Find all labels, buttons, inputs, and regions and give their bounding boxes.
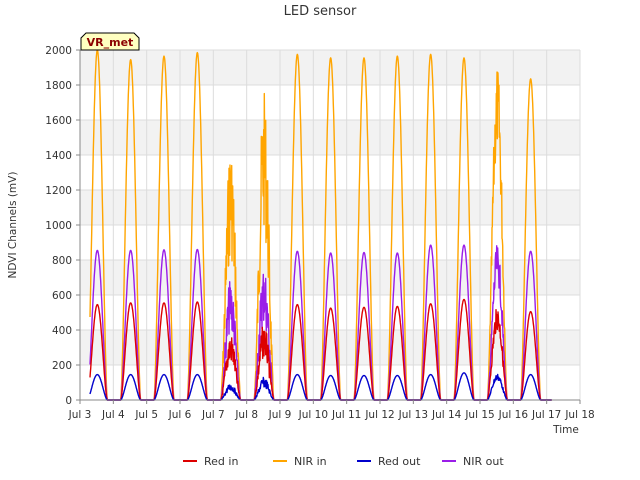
y-tick-label: 1000 xyxy=(45,220,72,232)
legend-label: NIR out xyxy=(463,455,504,468)
x-axis-ticks: Jul 3 Jul 4 Jul 5 Jul 6 Jul 7 Jul 8 Jul 9 Jul 1… xyxy=(68,400,595,421)
x-tick-label: Jul 14 xyxy=(431,409,462,421)
y-tick-label: 800 xyxy=(52,255,72,267)
plot-band xyxy=(80,120,580,155)
x-tick-label: Jul 16 xyxy=(498,409,529,421)
y-tick-label: 200 xyxy=(52,360,72,372)
x-tick-label: Jul 12 xyxy=(364,409,394,421)
site-badge-box xyxy=(80,32,140,51)
x-tick-label: Jul 4 xyxy=(101,409,125,421)
plot-band xyxy=(80,295,580,330)
plot-band xyxy=(80,365,580,400)
chart-title: LED sensor xyxy=(284,4,357,19)
legend-item-red-in: Red in xyxy=(183,455,238,468)
legend-item-nir-in: NIR in xyxy=(273,455,327,468)
y-axis-label: NDVI Channels (mV) xyxy=(7,172,19,279)
site-badge: VR_met xyxy=(80,32,140,51)
plot-band xyxy=(80,155,580,190)
x-tick-label: Jul 10 xyxy=(298,409,328,421)
legend-label: NIR in xyxy=(294,455,327,468)
legend-item-nir-out: NIR out xyxy=(442,455,504,468)
legend: Red in NIR in Red out NIR out xyxy=(183,455,504,468)
plot-band xyxy=(80,330,580,365)
y-tick-label: 0 xyxy=(65,395,72,407)
y-tick-label: 400 xyxy=(52,325,72,337)
y-tick-label: 1600 xyxy=(45,115,72,127)
x-tick-label: Jul 11 xyxy=(331,409,361,421)
legend-label: Red out xyxy=(378,455,421,468)
x-tick-label: Jul 7 xyxy=(201,409,225,421)
x-tick-label: Jul 3 xyxy=(68,409,92,421)
x-tick-label: Jul 6 xyxy=(168,409,192,421)
y-axis-ticks: 0 200 400 600 800 1000 1200 1400 1600 1800 2000 xyxy=(45,45,80,407)
x-tick-label: Jul 13 xyxy=(398,409,428,421)
plot-band xyxy=(80,85,580,120)
x-axis-label: Time xyxy=(552,424,579,436)
x-tick-label: Jul 8 xyxy=(234,409,258,421)
plot-band xyxy=(80,190,580,225)
x-tick-label: Jul 9 xyxy=(268,409,292,421)
y-tick-label: 600 xyxy=(52,290,72,302)
legend-label: Red in xyxy=(204,455,238,468)
plot-band xyxy=(80,260,580,295)
x-tick-label: Jul 15 xyxy=(464,409,494,421)
x-tick-label: Jul 18 xyxy=(564,409,594,421)
y-tick-label: 1200 xyxy=(45,185,72,197)
x-tick-label: Jul 5 xyxy=(134,409,158,421)
site-badge-label: VR_met xyxy=(87,36,134,49)
y-tick-label: 1400 xyxy=(45,150,72,162)
y-tick-label: 2000 xyxy=(45,45,72,57)
plot-background-bands xyxy=(80,50,580,400)
x-tick-label: Jul 17 xyxy=(531,409,561,421)
legend-item-red-out: Red out xyxy=(357,455,421,468)
y-tick-label: 1800 xyxy=(45,80,72,92)
